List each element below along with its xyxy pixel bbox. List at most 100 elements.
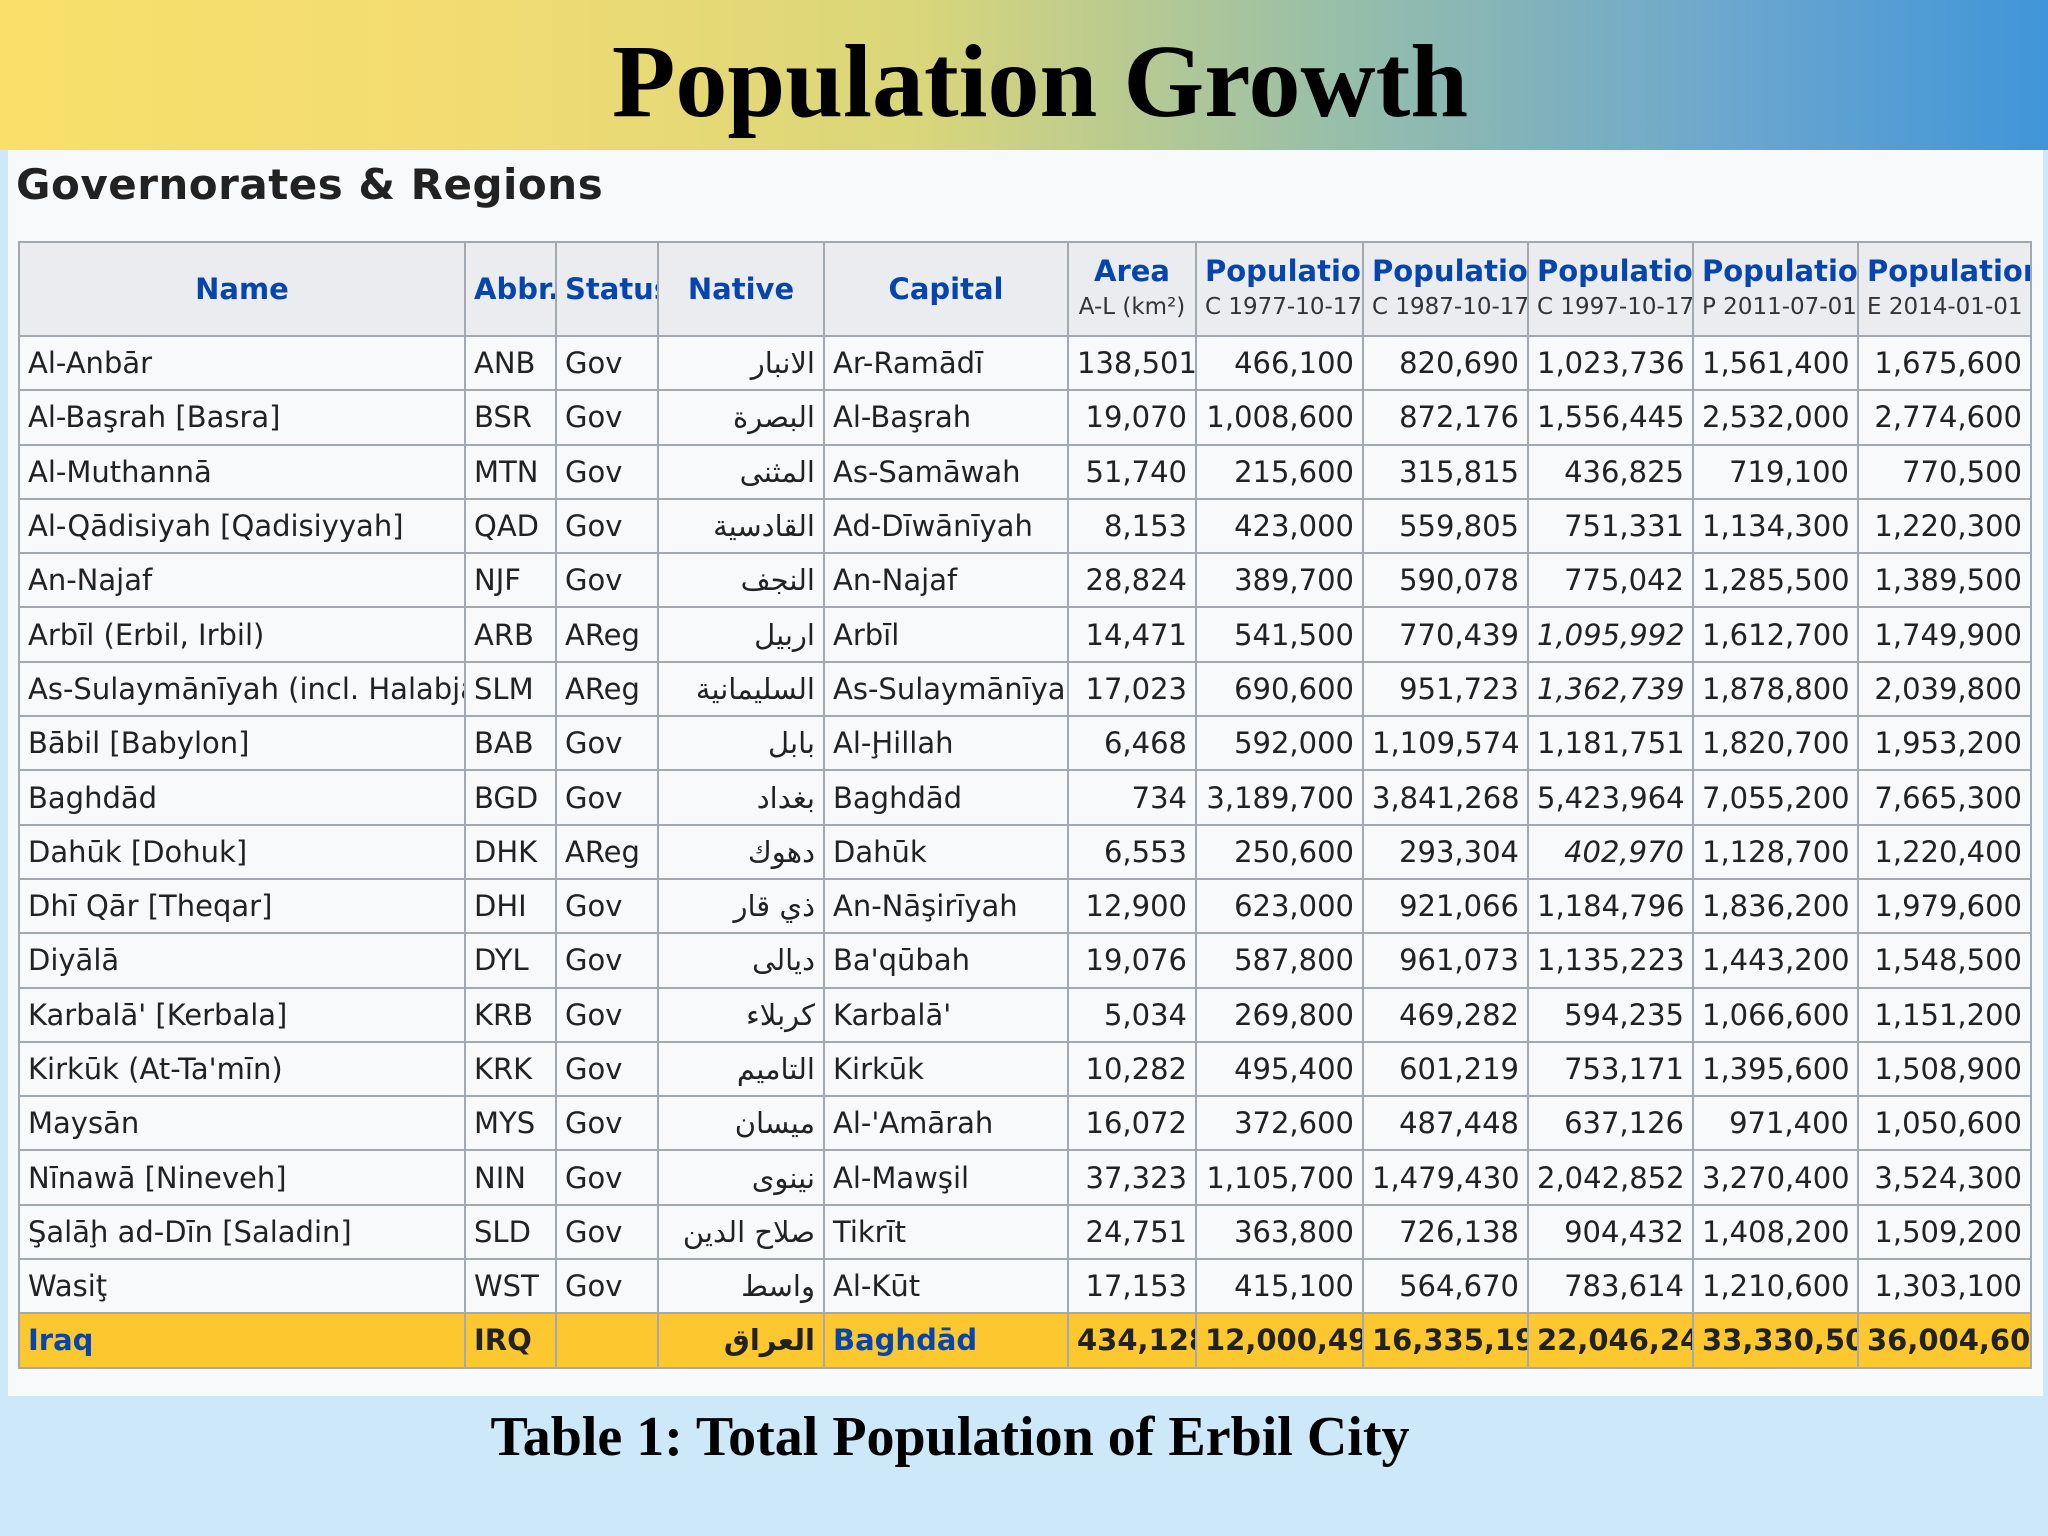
col-header-pop-1997[interactable]: Population C 1997-10-17 xyxy=(1527,241,1694,337)
col-header-pop-1987[interactable]: Population C 1987-10-17 xyxy=(1362,241,1529,337)
cell-native: ديالى xyxy=(657,932,825,989)
col-header-pop-label: Population xyxy=(1702,254,1858,288)
cell-name[interactable]: Al-Muthannā xyxy=(18,443,466,500)
cell-pop-1987: 921,066 xyxy=(1362,877,1529,935)
cell-capital[interactable]: Dahūk xyxy=(823,823,1069,880)
cell-abbr: SLM xyxy=(464,660,557,718)
cell-pop-2011: 7,055,200 xyxy=(1692,769,1859,826)
cell-status: Gov xyxy=(555,715,659,772)
cell-pop-1987: 564,670 xyxy=(1362,1258,1529,1315)
cell-name[interactable]: Arbīl (Erbil, Irbil) xyxy=(18,606,466,663)
cell-name[interactable]: Dahūk [Dohuk] xyxy=(18,823,466,880)
cell-pop-1997: 1,556,445 xyxy=(1527,389,1694,446)
cell-name[interactable]: An-Najaf xyxy=(18,552,466,609)
col-header-pop-sub: C 1997-10-17 xyxy=(1537,294,1693,320)
cell-name[interactable]: Nīnawā [Nineveh] xyxy=(18,1149,466,1206)
cell-pop-1977: 466,100 xyxy=(1195,334,1364,392)
col-header-pop-label: Population xyxy=(1867,254,2031,288)
cell-pop-1997: 753,171 xyxy=(1527,1040,1694,1098)
cell-status: Gov xyxy=(555,334,659,392)
col-header-capital[interactable]: Capital xyxy=(823,241,1069,337)
cell-name[interactable]: Al-Qādisiyah [Qadisiyyah] xyxy=(18,497,466,555)
cell-pop-1987: 951,723 xyxy=(1362,660,1529,718)
cell-name[interactable]: Baghdād xyxy=(18,769,466,826)
cell-area: 14,471 xyxy=(1067,606,1197,663)
cell-name[interactable]: Maysān xyxy=(18,1095,466,1152)
table-row: Kirkūk (At-Ta'mīn) KRK Gov التاميم Kirkūk 10,… xyxy=(18,1040,2032,1098)
cell-pop-1987: 601,219 xyxy=(1362,1040,1529,1098)
cell-capital[interactable]: Ba'qūbah xyxy=(823,932,1069,989)
cell-name[interactable]: Al-Başrah [Basra] xyxy=(18,389,466,446)
cell-pop-1977: 1,105,700 xyxy=(1195,1149,1364,1206)
cell-area: 17,153 xyxy=(1067,1258,1197,1315)
col-header-pop-sub: C 1977-10-17 xyxy=(1205,294,1363,320)
cell-capital[interactable]: Arbīl xyxy=(823,606,1069,663)
cell-name[interactable]: Karbalā' [Kerbala] xyxy=(18,986,466,1043)
cell-capital[interactable]: Al-Kūt xyxy=(823,1258,1069,1315)
col-header-status[interactable]: Status xyxy=(555,241,659,337)
col-header-area[interactable]: Area A-L (km²) xyxy=(1067,241,1197,337)
cell-name[interactable]: Wasiţ xyxy=(18,1258,466,1315)
table-row: Al-Qādisiyah [Qadisiyyah] QAD Gov القادسية A… xyxy=(18,497,2032,555)
cell-capital[interactable]: Karbalā' xyxy=(823,986,1069,1043)
cell-pop-1997: 2,042,852 xyxy=(1527,1149,1694,1206)
cell-capital[interactable]: Baghdād xyxy=(823,769,1069,826)
cell-abbr: KRB xyxy=(464,986,557,1043)
cell-abbr: QAD xyxy=(464,497,557,555)
cell-name[interactable]: Diyālā xyxy=(18,932,466,989)
cell-pop-2011: 1,408,200 xyxy=(1692,1203,1859,1261)
cell-capital[interactable]: Al-Mawşil xyxy=(823,1149,1069,1206)
cell-pop-2014: 1,151,200 xyxy=(1857,986,2032,1043)
cell-capital[interactable]: As-Sulaymānīyah xyxy=(823,660,1069,718)
cell-capital[interactable]: As-Samāwah xyxy=(823,443,1069,500)
cell-name[interactable]: Iraq xyxy=(18,1312,466,1369)
cell-pop-1987: 770,439 xyxy=(1362,606,1529,663)
cell-pop-1977: 690,600 xyxy=(1195,660,1364,718)
cell-area: 19,076 xyxy=(1067,932,1197,989)
cell-status: Gov xyxy=(555,932,659,989)
cell-pop-1987: 559,805 xyxy=(1362,497,1529,555)
cell-capital[interactable]: Al-Başrah xyxy=(823,389,1069,446)
col-header-name[interactable]: Name xyxy=(18,241,466,337)
col-header-native[interactable]: Native xyxy=(657,241,825,337)
cell-status: AReg xyxy=(555,660,659,718)
cell-name[interactable]: Dhī Qār [Theqar] xyxy=(18,877,466,935)
cell-capital[interactable]: Tikrīt xyxy=(823,1203,1069,1261)
cell-pop-1987: 1,479,430 xyxy=(1362,1149,1529,1206)
cell-pop-1997: 751,331 xyxy=(1527,497,1694,555)
cell-pop-1977: 250,600 xyxy=(1195,823,1364,880)
col-header-pop-label: Population xyxy=(1205,254,1361,288)
cell-capital[interactable]: Al-Ḩillah xyxy=(823,715,1069,772)
cell-native: صلاح الدين xyxy=(657,1203,825,1261)
cell-capital[interactable]: Ar-Ramādī xyxy=(823,334,1069,392)
header-row: Name Abbr. Status Native Capital Area A-L… xyxy=(18,241,2032,337)
cell-capital[interactable]: Al-'Amārah xyxy=(823,1095,1069,1152)
cell-capital[interactable]: An-Najaf xyxy=(823,552,1069,609)
cell-capital[interactable]: Kirkūk xyxy=(823,1040,1069,1098)
col-header-pop-sub: P 2011-07-01 xyxy=(1702,294,1857,320)
table-row: Dhī Qār [Theqar] DHI Gov ذي قار An-Nāşirīyah… xyxy=(18,877,2032,935)
col-header-pop-1977[interactable]: Population C 1977-10-17 xyxy=(1195,241,1364,337)
col-header-pop-2011[interactable]: Population P 2011-07-01 xyxy=(1692,241,1859,337)
cell-name[interactable]: Al-Anbār xyxy=(18,334,466,392)
cell-status: Gov xyxy=(555,769,659,826)
cell-name[interactable]: Şalāḩ ad-Dīn [Saladin] xyxy=(18,1203,466,1261)
cell-area: 16,072 xyxy=(1067,1095,1197,1152)
col-header-area-label: Area xyxy=(1094,254,1170,288)
cell-capital[interactable]: An-Nāşirīyah xyxy=(823,877,1069,935)
cell-native: ذي قار xyxy=(657,877,825,935)
cell-name[interactable]: Kirkūk (At-Ta'mīn) xyxy=(18,1040,466,1098)
cell-capital[interactable]: Ad-Dīwānīyah xyxy=(823,497,1069,555)
table-row: Baghdād BGD Gov بغداد Baghdād 734 3,189,700 3,8… xyxy=(18,769,2032,826)
cell-abbr: DHI xyxy=(464,877,557,935)
table-row: Karbalā' [Kerbala] KRB Gov كربلاء Karbalā' 5,… xyxy=(18,986,2032,1043)
cell-pop-2014: 3,524,300 xyxy=(1857,1149,2032,1206)
cell-name[interactable]: As-Sulaymānīyah (incl. Halabjah) xyxy=(18,660,466,718)
cell-name[interactable]: Bābil [Babylon] xyxy=(18,715,466,772)
col-header-abbr[interactable]: Abbr. xyxy=(464,241,557,337)
cell-abbr: BAB xyxy=(464,715,557,772)
cell-pop-1997: 594,235 xyxy=(1527,986,1694,1043)
cell-status: Gov xyxy=(555,1095,659,1152)
cell-capital[interactable]: Baghdād xyxy=(823,1312,1069,1369)
col-header-pop-2014[interactable]: Population E 2014-01-01 xyxy=(1857,241,2032,337)
